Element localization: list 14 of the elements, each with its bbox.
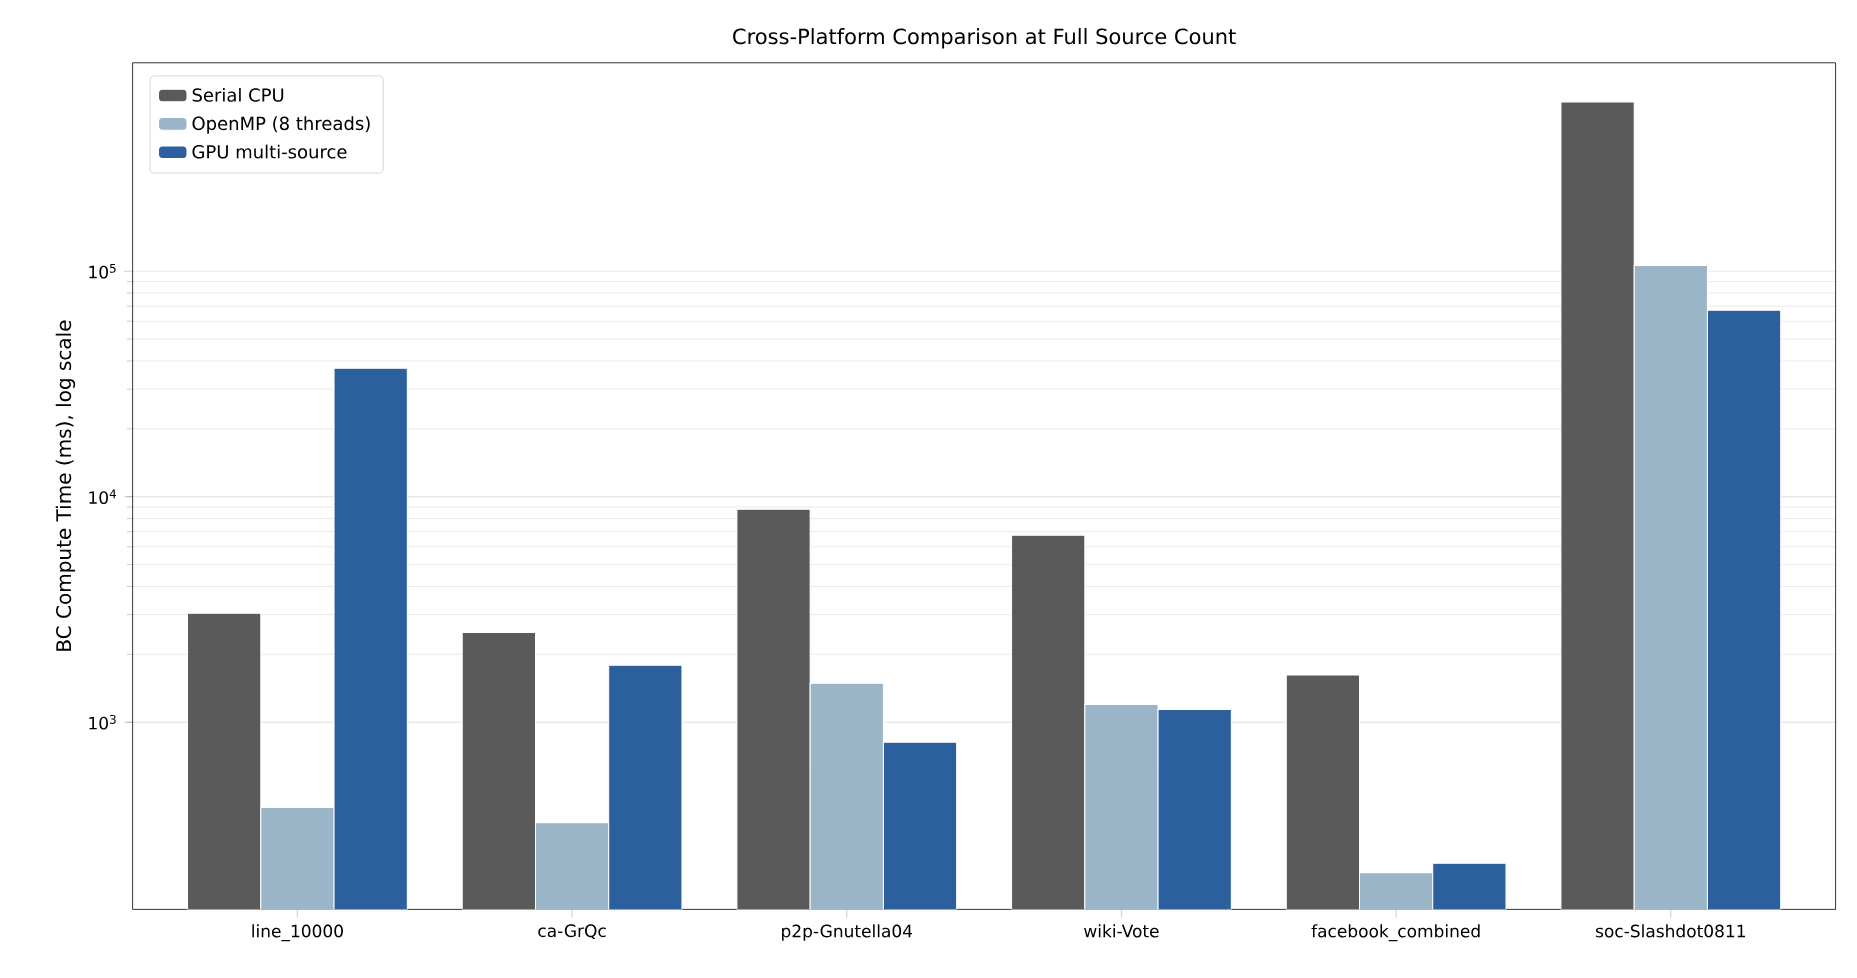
y-tick-label: 10$^{3}$: [89, 714, 116, 730]
y-tick-label: 10$^{5}$: [89, 263, 116, 279]
legend-label: Serial CPU: [192, 87, 284, 102]
legend-label: GPU multi-source: [192, 144, 347, 159]
x-tick-label: facebook_combined: [1311, 924, 1480, 942]
x-tick-label: line_10000: [252, 924, 343, 942]
x-tick-label: p2p-Gnutella04: [782, 924, 913, 941]
x-tick-label: soc-Slashdot0811: [1596, 924, 1745, 938]
y-axis-title: BC Compute Time (ms), log scale: [55, 320, 76, 651]
legend-label: OpenMP (8 threads): [192, 116, 370, 134]
x-tick-label: wiki-Vote: [1084, 924, 1159, 938]
x-tick-label: ca-GrQc: [538, 924, 606, 940]
chart-title: Cross-Platform Comparison at Full Source Count: [733, 28, 1236, 49]
y-tick-label: 10$^{4}$: [89, 489, 116, 505]
